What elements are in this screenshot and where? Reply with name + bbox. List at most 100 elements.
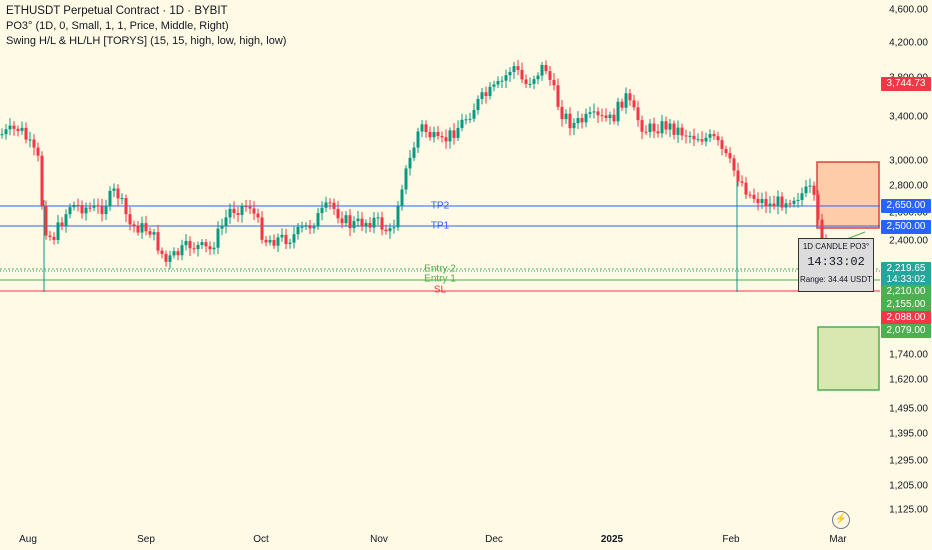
candle-body [368, 222, 372, 228]
price-tag-sl: 2,088.00 [881, 311, 931, 325]
symbol-title[interactable]: ETHUSDT Perpetual Contract · 1D · BYBIT [6, 5, 228, 17]
candle-body [384, 229, 388, 232]
candle-body [416, 131, 420, 148]
price-chart[interactable] [0, 0, 880, 530]
candle-body [52, 236, 56, 240]
candle-body [816, 194, 820, 220]
candle-body [88, 207, 92, 209]
candle-body [512, 66, 516, 73]
price-tag-target: 2,079.00 [881, 324, 931, 338]
candle-body [360, 218, 364, 227]
candle-body [392, 227, 396, 229]
candle-body [224, 217, 228, 226]
candle-body [312, 226, 316, 229]
candle-body [508, 72, 512, 76]
candle-body [284, 234, 288, 245]
candle-body [676, 127, 680, 135]
candle-body [704, 137, 708, 142]
candle-body [580, 118, 584, 123]
candle-body [480, 92, 484, 99]
candle-po3-box: 1D CANDLE PO3° 14:33:02 Range: 34.44 USD… [798, 238, 874, 292]
candle-body [376, 217, 380, 219]
candle-body [556, 85, 560, 107]
candle-body [520, 69, 524, 80]
candle-body [688, 135, 692, 137]
candle-body [76, 204, 80, 206]
candle-body [56, 222, 60, 240]
price-tag-countdown: 14:33:02 [881, 273, 931, 287]
time-label: Nov [370, 534, 388, 545]
po3-indicator-label[interactable]: PO3° (1D, 0, Small, 1, 1, Price, Middle,… [6, 20, 229, 32]
candle-body [544, 64, 548, 72]
candle-body [716, 136, 720, 141]
candle-body [560, 106, 564, 120]
candle-body [268, 239, 272, 243]
candle-body [108, 190, 112, 206]
candle-body [332, 202, 336, 209]
candle-body [176, 251, 180, 256]
candle-body [504, 75, 508, 81]
candle-body [608, 114, 612, 119]
candle-body [280, 234, 284, 238]
candle-body [576, 118, 580, 124]
candle-body [68, 207, 72, 215]
candle-body [636, 107, 640, 121]
candle-body [136, 225, 140, 233]
candle-body [140, 223, 144, 233]
candle-body [296, 226, 300, 235]
candle-body [328, 202, 332, 204]
candle-body [120, 198, 124, 200]
candle-body [276, 237, 280, 246]
candle-body [252, 208, 256, 214]
price-tag-entry: 2,155.00 [881, 298, 931, 312]
candle-body [432, 132, 436, 138]
time-axis[interactable]: Aug Sep Oct Nov Dec 2025 Feb Mar [0, 530, 880, 550]
price-axis[interactable]: 4,600.00 4,200.00 3,800.00 3,400.00 3,00… [880, 0, 932, 530]
candle-body [564, 113, 568, 120]
price-tick: 1,495.00 [889, 403, 928, 415]
candle-body [436, 132, 440, 137]
candle-body [124, 198, 128, 215]
candle-body [584, 113, 588, 123]
candle-body [28, 139, 32, 141]
candle-body [772, 203, 776, 207]
candle-body [80, 205, 84, 214]
candle-body [764, 198, 768, 207]
candle-body [428, 131, 432, 138]
swing-indicator-label[interactable]: Swing H/L & HL/LH [TORYS] (15, 15, high,… [6, 35, 287, 47]
candle-body [672, 123, 676, 135]
tp1-label: TP1 [430, 220, 450, 232]
candle-body [400, 189, 404, 207]
candle-body [96, 205, 100, 207]
price-tag-high: 3,744.73 [881, 77, 931, 91]
candle-body [788, 203, 792, 205]
candle-body [100, 206, 104, 215]
candle-body [292, 234, 296, 243]
candle-body [344, 215, 348, 224]
candle-body [40, 155, 44, 206]
candle-body [304, 225, 308, 227]
price-tick: 1,295.00 [889, 455, 928, 467]
candle-box-title: 1D CANDLE PO3° [802, 242, 870, 251]
candle-body [784, 203, 788, 208]
lightning-icon[interactable]: ⚡ [832, 511, 850, 529]
candle-body [484, 92, 488, 96]
candle-body [4, 129, 8, 135]
candle-body [64, 214, 68, 226]
candle-body [148, 231, 152, 235]
candle-body [656, 131, 660, 134]
candle-body [720, 140, 724, 149]
candle-box-timer: 14:33:02 [807, 255, 865, 269]
candle-body [476, 98, 480, 111]
candle-body [204, 242, 208, 247]
candle-body [228, 208, 232, 218]
candle-body [568, 113, 572, 129]
candle-body [712, 134, 716, 137]
candle-body [220, 225, 224, 229]
price-tick: 3,000.00 [889, 155, 928, 167]
candle-body [196, 245, 200, 250]
entry1-label: Entry 1 [424, 273, 456, 285]
candle-box-range: Range: 34.44 USDT [799, 275, 873, 284]
candle-body [624, 93, 628, 108]
candle-body [820, 219, 824, 240]
